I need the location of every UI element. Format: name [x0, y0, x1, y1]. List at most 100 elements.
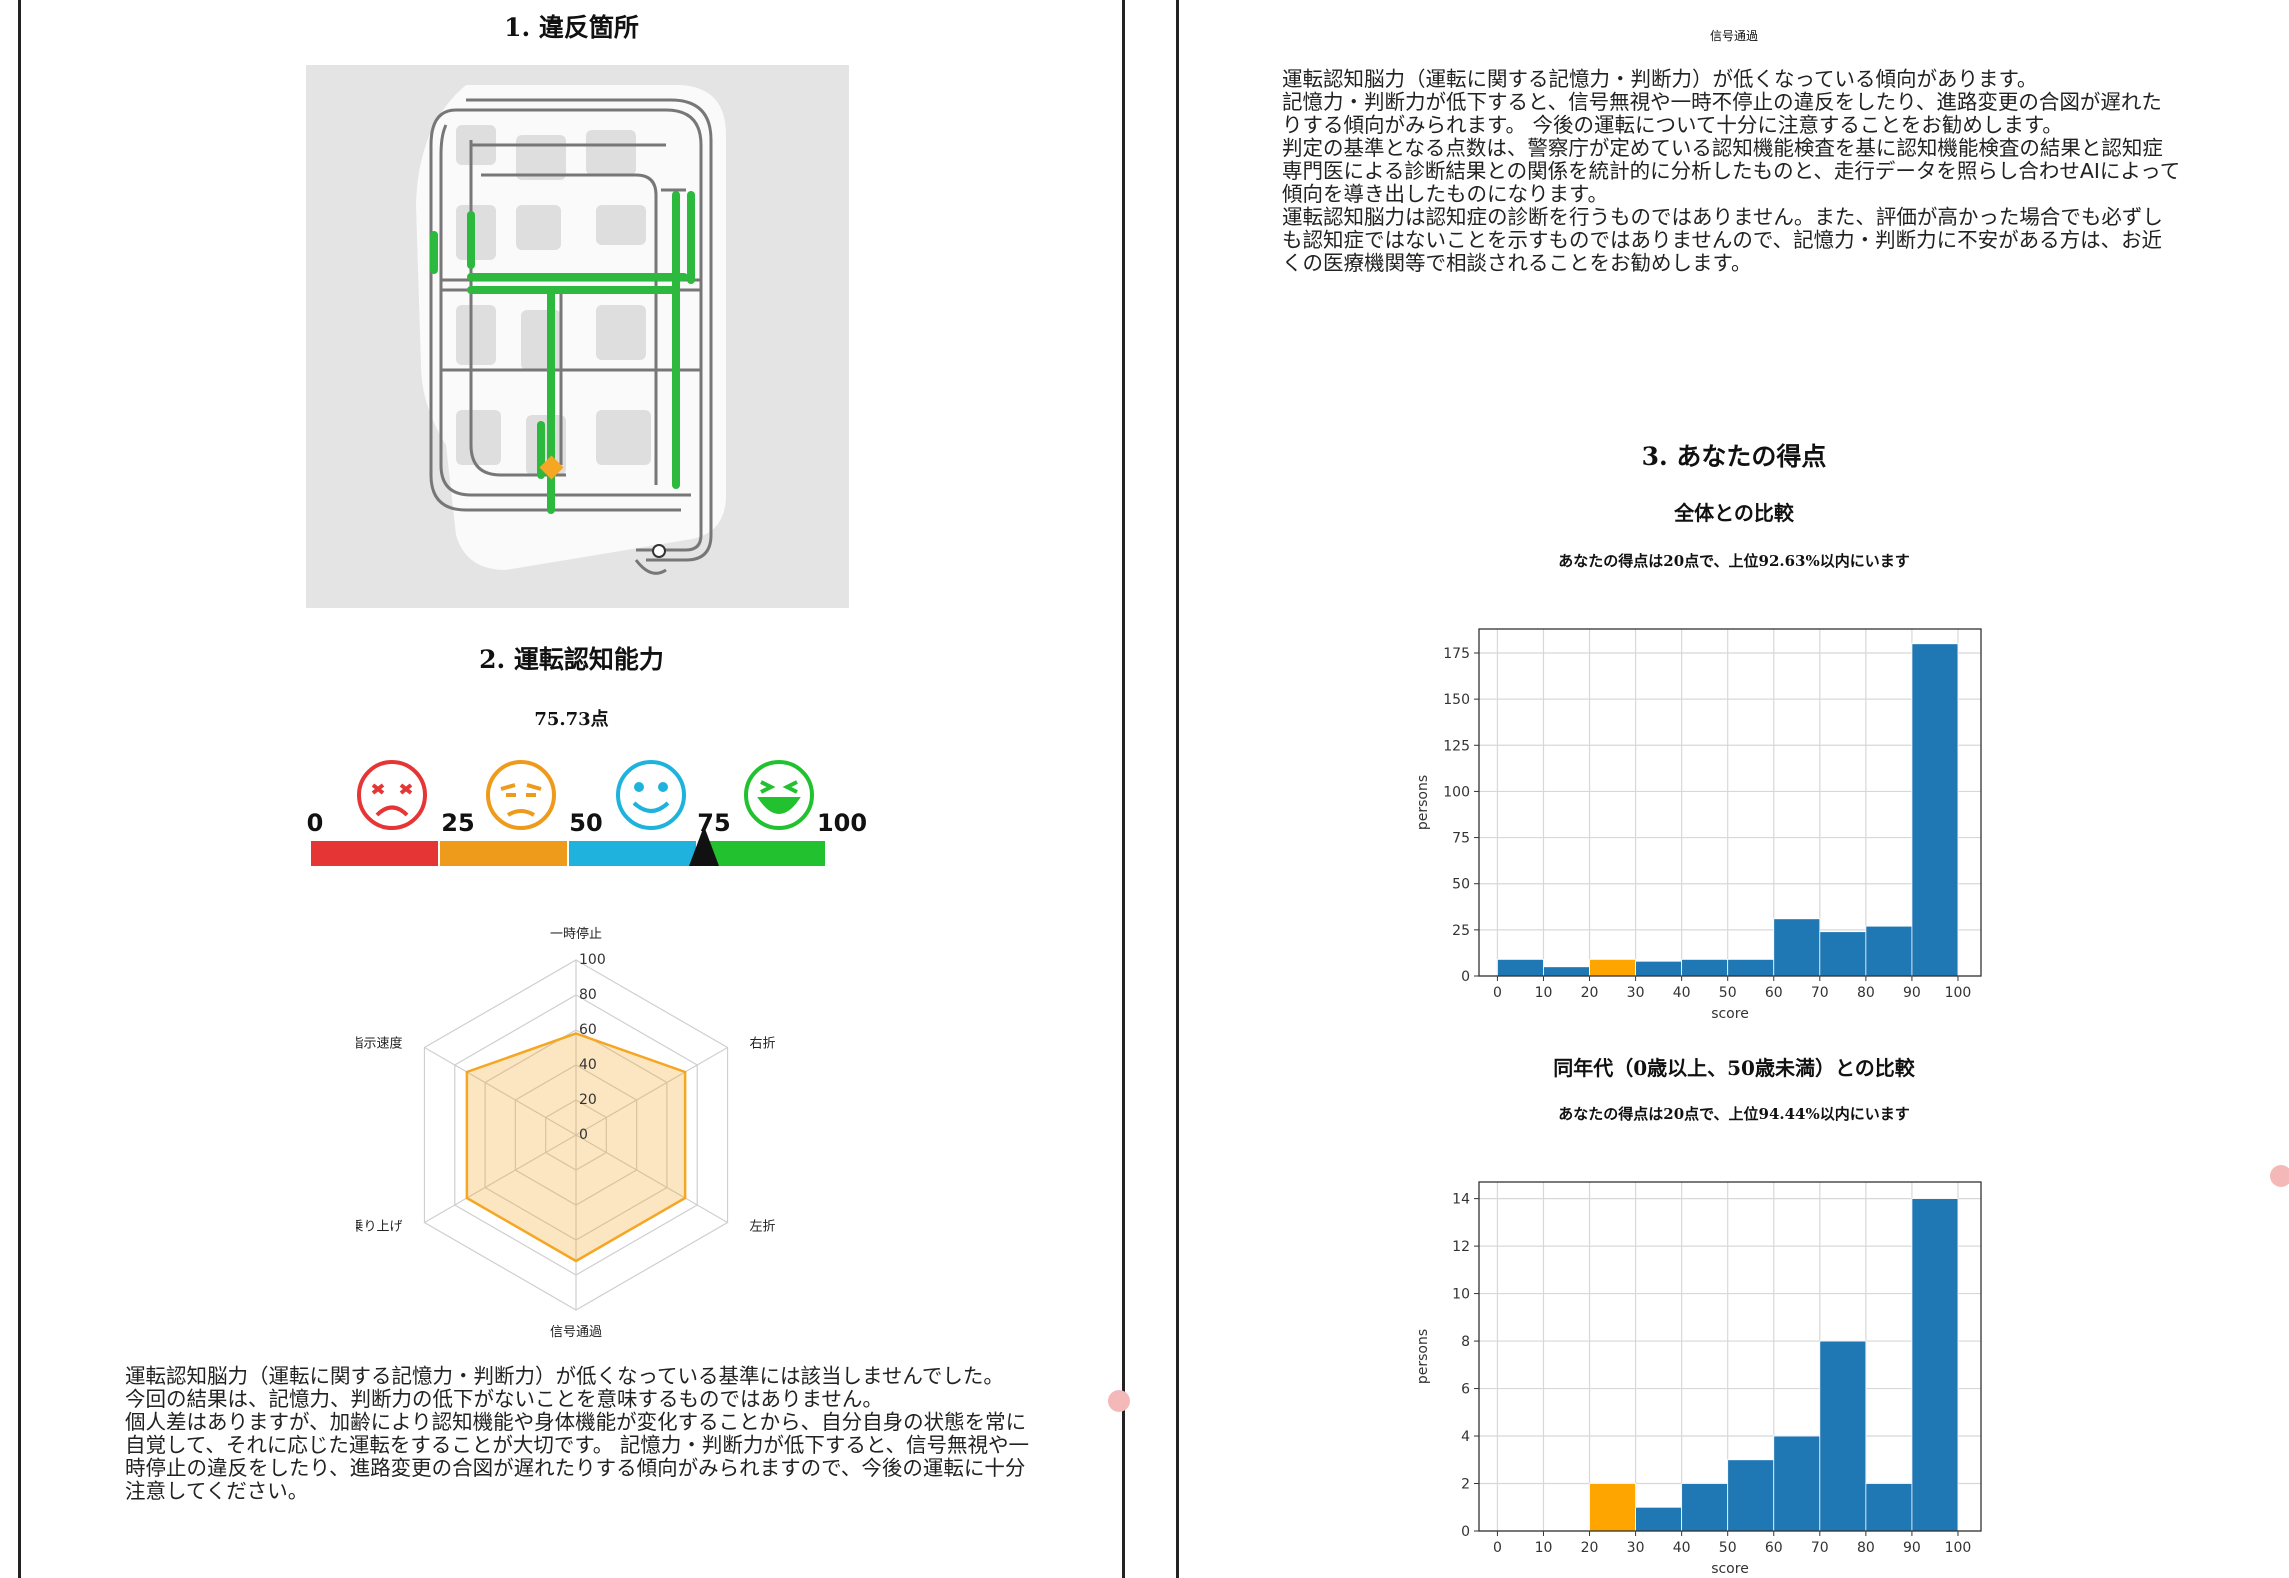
histogram-bar: [1865, 1483, 1913, 1532]
y-tick-label: 2: [1461, 1477, 1470, 1493]
histogram-bar: [1727, 1459, 1775, 1532]
score-marker: [689, 826, 719, 866]
gauge-segment-red: [311, 841, 438, 866]
x-tick-label: 40: [1673, 985, 1691, 1001]
radar-axis-label: 指示速度: [356, 1036, 402, 1052]
gauge-segment-orange: [440, 841, 567, 866]
histogram-bar: [1635, 1506, 1683, 1532]
left-paragraph-line-1: 運転認知脳力（運転に関する記憶力・判断力）が低くなっている基準には該当しませんで…: [125, 1364, 1004, 1388]
radar-axis-label: 段差乗り上げ: [356, 1220, 402, 1235]
scroll-indicator-left[interactable]: [1108, 1390, 1130, 1412]
x-tick-label: 30: [1627, 985, 1645, 1001]
plot-area: [1479, 629, 1981, 976]
x-tick-label: 100: [1945, 1540, 1972, 1556]
x-axis-label: score: [1711, 1561, 1749, 1577]
left-paragraph: 運転認知脳力（運転に関する記憶力・判断力）が低くなっている基準には該当しませんで…: [125, 1365, 1037, 1503]
histogram-bar: [1819, 1340, 1867, 1532]
histogram-overall: 0 10 20 30 40 50 60 70 80 90 100 0 25 50 75 100 125 150 17…: [1415, 628, 1982, 1022]
x-axis-label: score: [1711, 1006, 1749, 1022]
x-tick-label: 70: [1811, 985, 1829, 1001]
right-paragraph-line-1: 運転認知脳力（運転に関する記憶力・判断力）が低くなっている傾向があります。: [1282, 67, 2038, 91]
y-tick-label: 0: [1461, 1524, 1470, 1540]
x-tick-label: 100: [1945, 985, 1972, 1001]
chart2-title: 同年代（0歳以上、50歳未満）との比較: [1553, 1056, 1915, 1080]
y-tick-label: 100: [1443, 784, 1470, 800]
right-paragraph-line-3: 判定の基準となる点数は、警察庁が定めている認知機能検査を基に認知機能検査の結果と…: [1282, 136, 2181, 206]
gauge-tick-0: 0: [307, 809, 324, 837]
histogram-bar: [1911, 643, 1959, 977]
histogram-bar: [1543, 966, 1590, 977]
y-tick-label: 4: [1461, 1429, 1470, 1445]
x-tick-label: 10: [1535, 1540, 1553, 1556]
y-tick-label: 12: [1452, 1239, 1470, 1255]
radar-series-area: [465, 1032, 687, 1263]
y-tick-label: 25: [1452, 923, 1470, 939]
histogram-bar: [1727, 958, 1775, 977]
laugh-face-icon: [744, 760, 814, 830]
x-tick-label: 20: [1581, 985, 1599, 1001]
x-tick-label: 90: [1903, 1540, 1921, 1556]
histogram-bar: [1911, 1198, 1959, 1532]
x-tick-label: 30: [1627, 1540, 1645, 1556]
chart1-caption: あなたの得点は20点で、上位92.63%以内にいます: [1558, 552, 1910, 570]
radar-spoke: [575, 1046, 728, 1136]
left-page: 1. 違反箇所: [18, 0, 1125, 1578]
chart1-title: 全体との比較: [1674, 501, 1794, 525]
gauge-segment-green: [698, 841, 825, 866]
x-tick-label: 50: [1719, 1540, 1737, 1556]
y-tick-label: 125: [1443, 738, 1470, 754]
x-tick-label: 20: [1581, 1540, 1599, 1556]
gauge-tick-100: 100: [817, 809, 867, 837]
radar-axis-label: 左折: [750, 1220, 776, 1235]
histogram-bar: [1865, 925, 1913, 977]
radar-axis-label: 一時停止: [550, 926, 602, 942]
gauge-tick-50: 50: [569, 809, 602, 837]
radar-spoke: [575, 1134, 728, 1224]
y-tick-label: 8: [1461, 1334, 1470, 1350]
x-tick-label: 0: [1493, 985, 1502, 1001]
y-tick-label: 6: [1461, 1382, 1470, 1398]
gauge-tick-75: 75: [697, 809, 730, 837]
radar-ring-label: 100: [579, 952, 606, 968]
histogram-bar: [1681, 958, 1729, 977]
histogram-bar: [1589, 1483, 1636, 1532]
x-tick-label: 0: [1493, 1540, 1502, 1556]
ability-gauge: 0 25 50 75 100: [307, 760, 867, 866]
y-tick-label: 50: [1452, 877, 1470, 893]
histogram-bar: [1681, 1483, 1729, 1532]
angry-face-icon: [357, 760, 427, 830]
section3-title: 3. あなたの得点: [1641, 442, 1827, 471]
gauge-segment-blue: [569, 841, 696, 866]
x-tick-label: 70: [1811, 1540, 1829, 1556]
plot-frame: [1478, 628, 1982, 977]
y-axis-label: persons: [1415, 1329, 1431, 1384]
x-tick-label: 80: [1857, 1540, 1875, 1556]
x-tick-label: 60: [1765, 1540, 1783, 1556]
x-tick-label: 10: [1535, 985, 1553, 1001]
radar-ring-label: 60: [579, 1022, 597, 1038]
chart2-caption: あなたの得点は20点で、上位94.44%以内にいます: [1558, 1105, 1910, 1123]
radar-spoke: [424, 1046, 577, 1136]
x-tick-label: 90: [1903, 985, 1921, 1001]
histogram-bar: [1497, 958, 1544, 977]
violation-map: [306, 65, 849, 608]
scroll-indicator-right[interactable]: [2270, 1165, 2289, 1187]
histogram-same-age: 0 10 20 30 40 50 60 70 80 90 100 0 2 4 6 8 10 12 14 score pe…: [1415, 1181, 1982, 1577]
score-text: 75.73点: [534, 709, 609, 730]
x-tick-label: 80: [1857, 985, 1875, 1001]
gauge-tick-25: 25: [441, 809, 474, 837]
y-tick-label: 150: [1443, 692, 1470, 708]
y-tick-label: 10: [1452, 1287, 1470, 1303]
y-tick-label: 75: [1452, 831, 1470, 847]
radar-axis-label: 右折: [750, 1037, 776, 1052]
frown-face-icon: [486, 760, 556, 830]
section1-title: 1. 違反箇所: [504, 13, 639, 42]
radar-spoke: [424, 1134, 577, 1224]
radar-ring-label: 20: [579, 1092, 597, 1108]
x-tick-label: 40: [1673, 1540, 1691, 1556]
histogram-bar: [1819, 931, 1867, 977]
x-tick-label: 50: [1719, 985, 1737, 1001]
radar-ring-label: 80: [579, 987, 597, 1003]
plot-frame: [1478, 1181, 1982, 1532]
